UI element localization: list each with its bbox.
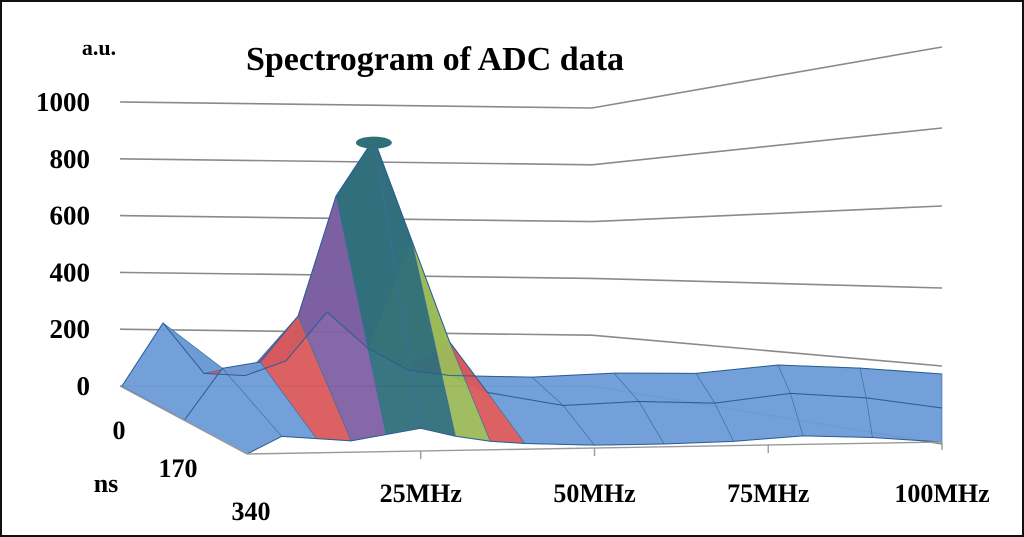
depth-tick-label: 0 — [113, 416, 126, 445]
series-line — [184, 137, 943, 421]
gridline — [119, 127, 943, 166]
z-tick-label: 400 — [50, 257, 91, 287]
series-line — [246, 427, 943, 455]
depth-tick-label: 340 — [232, 497, 271, 526]
labels: Spectrogram of ADC data a.u. ns 0 200 400 6… — [36, 35, 990, 526]
surface-patch — [790, 393, 873, 438]
x-tick-label: 50MHz — [553, 479, 635, 508]
z-tick-label: 1000 — [36, 87, 90, 117]
gridline — [119, 271, 943, 289]
gridline — [119, 46, 943, 109]
peak-cap — [355, 136, 392, 149]
chart-title: Spectrogram of ADC data — [246, 41, 624, 78]
axes — [119, 385, 943, 459]
z-tick-label: 800 — [50, 144, 91, 174]
x-tick-label: 100MHz — [894, 479, 989, 508]
z-tick-label: 600 — [50, 201, 91, 231]
gridline — [119, 205, 943, 223]
x-tick-label: 75MHz — [727, 479, 809, 508]
depth-axis-label: ns — [94, 469, 119, 498]
gridline — [119, 328, 943, 367]
surface-plot — [121, 136, 943, 455]
y-axis-label: a.u. — [82, 35, 116, 60]
depth-axis-line — [119, 385, 248, 455]
depth-tick-label: 170 — [159, 454, 198, 483]
z-tick-label: 200 — [50, 314, 91, 344]
z-tick-label: 0 — [77, 371, 91, 401]
x-tick-label: 25MHz — [380, 479, 462, 508]
